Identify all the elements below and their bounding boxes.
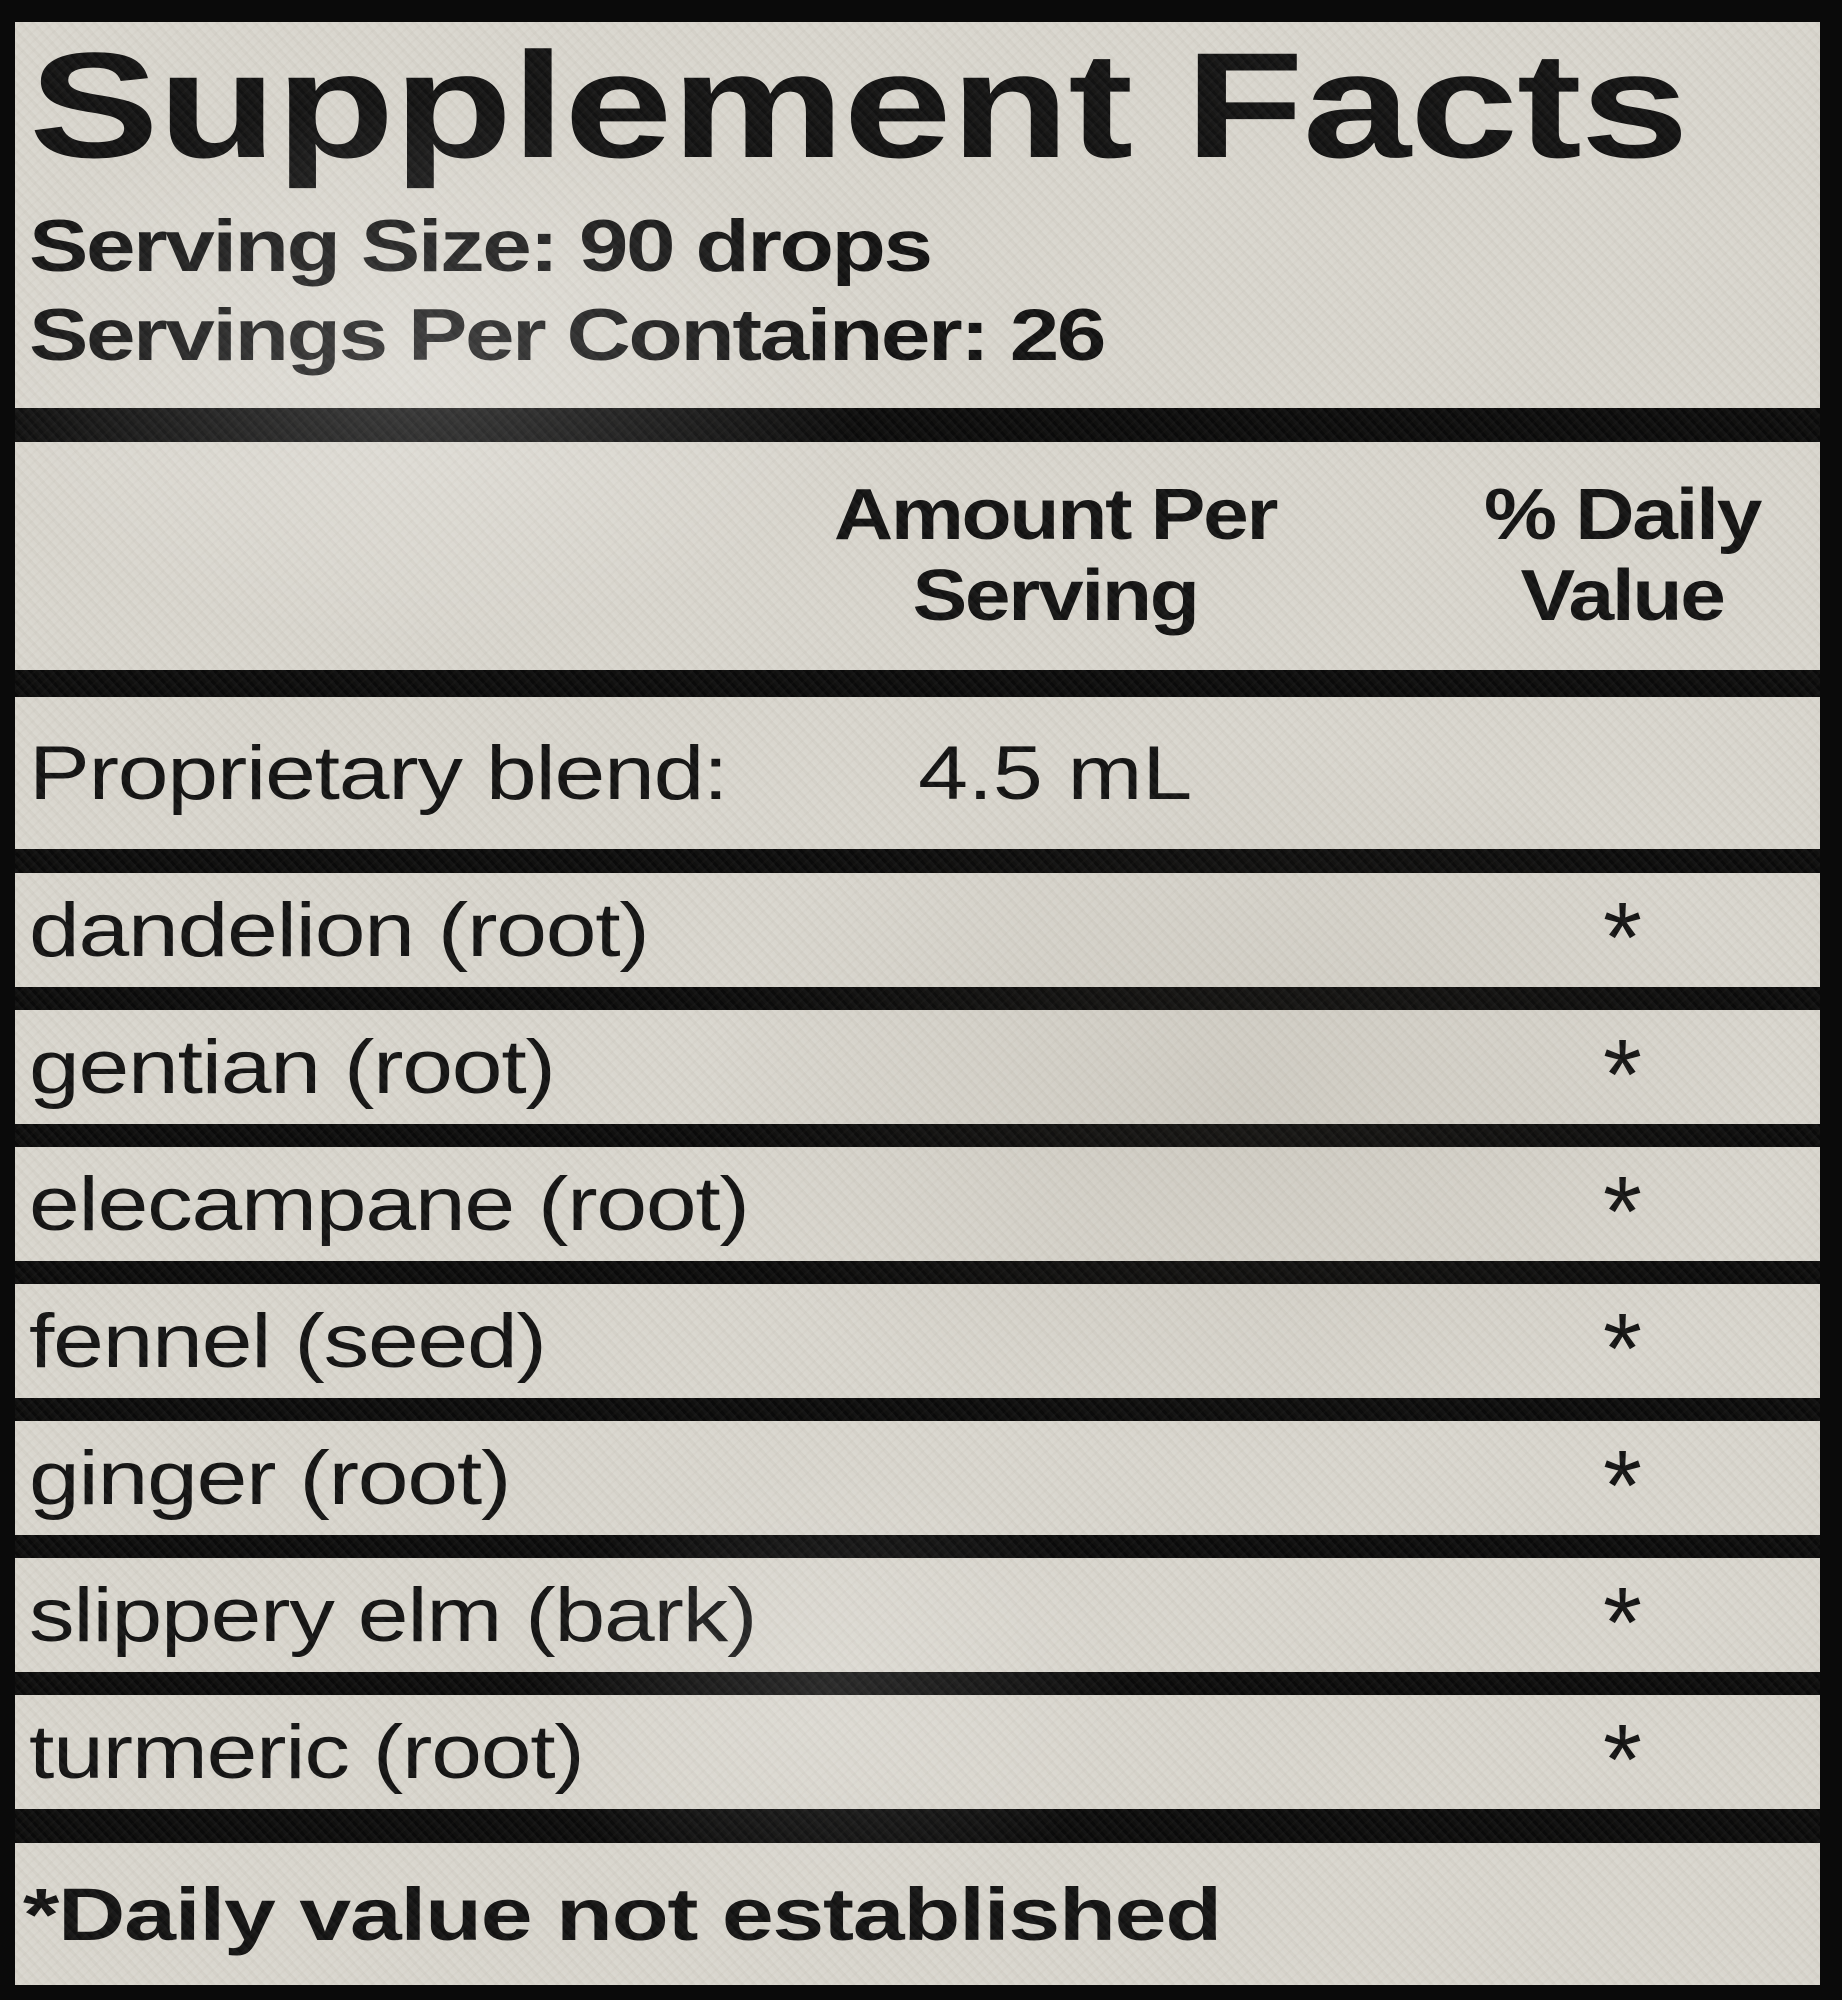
ingredient-name: elecampane (root) [29, 1161, 750, 1247]
divider [15, 1124, 1820, 1147]
dv-asterisk: * [1603, 882, 1642, 994]
amount-per-serving-header: Amount Per Serving [833, 442, 1279, 670]
dv-asterisk: * [1603, 1293, 1642, 1405]
footnote: *Daily value not established [23, 1872, 1222, 1956]
servings-per-container-line: Servings Per Container: 26 [29, 295, 1106, 377]
dv-asterisk: * [1603, 1430, 1642, 1542]
ingredient-row-turmeric: turmeric (root) * [15, 1695, 1820, 1816]
ingredient-name: slippery elm (bark) [29, 1572, 757, 1658]
ingredient-name: gentian (root) [29, 1024, 556, 1110]
divider [15, 1535, 1820, 1558]
table-header-row: Amount Per Serving % Daily Value [15, 442, 1820, 670]
ingredient-row-dandelion: dandelion (root) * [15, 873, 1820, 994]
ingredient-row-fennel: fennel (seed) * [15, 1284, 1820, 1405]
ingredient-row-ginger: ginger (root) * [15, 1421, 1820, 1542]
ingredient-name: fennel (seed) [29, 1298, 547, 1384]
proprietary-blend-row: Proprietary blend: 4.5 mL [15, 697, 1820, 849]
footnote-row: *Daily value not established [15, 1843, 1820, 1985]
dv-header-line2: Value [1520, 556, 1726, 636]
blend-name: Proprietary blend: [29, 730, 728, 816]
divider [15, 670, 1820, 697]
ingredient-row-gentian: gentian (root) * [15, 1010, 1820, 1131]
blend-amount: 4.5 mL [917, 730, 1193, 816]
dv-asterisk: * [1603, 1019, 1642, 1131]
divider [15, 1398, 1820, 1421]
blend-name-cell: Proprietary blend: [15, 697, 835, 849]
ingredient-name: turmeric (root) [29, 1709, 585, 1795]
ingredient-row-slippery-elm: slippery elm (bark) * [15, 1558, 1820, 1679]
amount-header-line1: Amount Per [833, 475, 1279, 556]
ingredient-name: ginger (root) [29, 1435, 511, 1521]
divider [15, 1672, 1820, 1695]
amount-header-line2: Serving [912, 556, 1199, 636]
daily-value-header: % Daily Value [1275, 442, 1820, 670]
blend-amount-cell: 4.5 mL [835, 697, 1275, 849]
ingredient-row-elecampane: elecampane (root) * [15, 1147, 1820, 1268]
dv-asterisk: * [1603, 1156, 1642, 1268]
title-block: Supplement Facts Serving Size: 90 drops … [15, 22, 1820, 408]
divider-thick-top [15, 408, 1820, 442]
divider [15, 987, 1820, 1010]
divider-thick-bottom [15, 1809, 1820, 1843]
blend-dv-cell [1275, 697, 1820, 849]
serving-size-line: Serving Size: 90 drops [29, 206, 933, 287]
dv-asterisk: * [1603, 1567, 1642, 1679]
divider [15, 1261, 1820, 1284]
dv-header-line1: % Daily [1484, 475, 1762, 556]
ingredient-name: dandelion (root) [29, 887, 650, 973]
page-title: Supplement Facts [29, 22, 1689, 189]
divider [15, 849, 1820, 873]
header-spacer-cell [15, 442, 835, 670]
label-paper: Supplement Facts Serving Size: 90 drops … [15, 22, 1820, 1985]
dv-asterisk: * [1603, 1704, 1642, 1816]
